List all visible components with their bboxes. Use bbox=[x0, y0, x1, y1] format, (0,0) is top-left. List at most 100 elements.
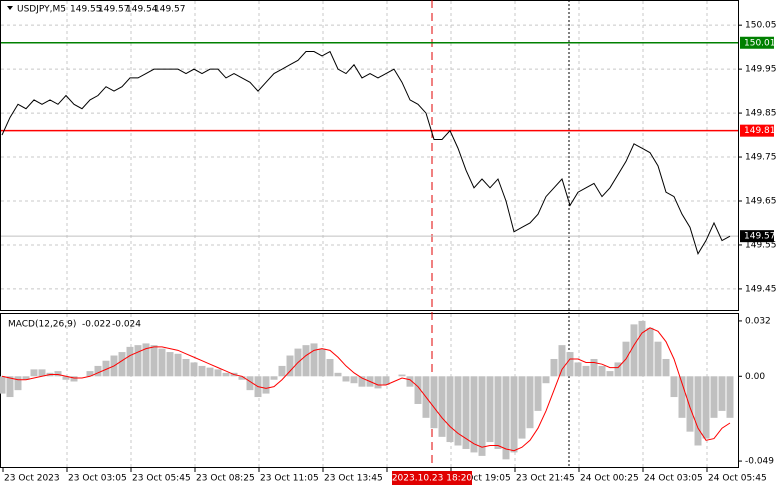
macd-bar bbox=[598, 365, 606, 377]
macd-bar bbox=[462, 376, 470, 449]
macd-bar bbox=[182, 358, 190, 377]
macd-bar bbox=[382, 376, 390, 385]
macd-bar bbox=[726, 376, 734, 418]
level-label: 149.81 bbox=[744, 126, 776, 136]
macd-bar bbox=[246, 376, 254, 391]
macd-bar bbox=[158, 348, 166, 377]
macd-bar bbox=[206, 367, 214, 377]
macd-bar bbox=[190, 362, 198, 377]
macd-bar bbox=[62, 376, 70, 380]
level-label-bg bbox=[740, 36, 774, 49]
macd-bar bbox=[646, 327, 654, 377]
macd-bar bbox=[414, 376, 422, 404]
macd-bar bbox=[150, 345, 158, 377]
macd-bar bbox=[398, 374, 406, 377]
macd-bar bbox=[542, 376, 550, 384]
macd-bar bbox=[486, 376, 494, 443]
level-label: 149.57 bbox=[744, 232, 776, 242]
macd-bar bbox=[238, 376, 246, 380]
y-tick-label: 149.65 bbox=[745, 196, 777, 206]
macd-bar bbox=[374, 376, 382, 389]
macd-bar bbox=[214, 369, 222, 377]
macd-bar bbox=[38, 369, 46, 377]
macd-bar bbox=[446, 376, 454, 443]
y-tick-label: 149.55 bbox=[745, 240, 777, 250]
level-label-bg bbox=[740, 124, 774, 137]
macd-bar bbox=[86, 371, 94, 377]
macd-bar bbox=[502, 376, 510, 460]
ohlc-value: 149.57 bbox=[154, 5, 186, 15]
macd-bar bbox=[494, 376, 502, 449]
macd-bar bbox=[262, 376, 270, 394]
y-tick-label: 0.032 bbox=[745, 316, 771, 326]
time-label: 23 Oct 13:45 bbox=[324, 474, 383, 484]
macd-bar bbox=[718, 376, 726, 411]
time-label: 23 Oct 08:25 bbox=[196, 474, 255, 484]
cursor-label-bg bbox=[392, 471, 472, 485]
ohlc-value: 149.54 bbox=[126, 5, 158, 15]
macd-bar bbox=[710, 376, 718, 418]
price-pane bbox=[0, 0, 739, 311]
macd-bar bbox=[30, 369, 38, 377]
macd-bar bbox=[302, 345, 310, 377]
macd-bar bbox=[518, 376, 526, 439]
macd-readout: -0.024 bbox=[112, 320, 141, 330]
macd-bar bbox=[438, 376, 446, 437]
macd-bar bbox=[630, 324, 638, 377]
macd-bar bbox=[174, 353, 182, 377]
macd-bar bbox=[14, 376, 22, 391]
macd-bar bbox=[550, 358, 558, 377]
macd-bar bbox=[134, 345, 142, 377]
macd-bar bbox=[614, 362, 622, 377]
macd-bar bbox=[6, 376, 14, 398]
macd-bar bbox=[638, 320, 646, 377]
macd-bar bbox=[126, 346, 134, 377]
macd-bar bbox=[558, 345, 566, 377]
macd-readout: -0.022 bbox=[82, 320, 111, 330]
menu-arrow[interactable] bbox=[7, 6, 13, 10]
macd-bar bbox=[70, 376, 78, 382]
time-label: 23 Oct 2023 bbox=[4, 474, 60, 484]
y-tick-label: 149.45 bbox=[745, 284, 777, 294]
signal-line bbox=[1, 327, 731, 452]
macd-bar bbox=[310, 343, 318, 377]
macd-pane bbox=[0, 313, 739, 468]
y-tick-label: 150.05 bbox=[745, 21, 777, 31]
price-line bbox=[1, 50, 731, 255]
cursor-label: 2023.10.23 18:20 bbox=[392, 474, 473, 484]
macd-bar bbox=[318, 348, 326, 377]
ohlc-value: 149.55 bbox=[70, 5, 102, 15]
y-tick-label: 0.00 bbox=[745, 372, 765, 382]
macd-bar bbox=[510, 376, 518, 453]
time-label: 24 Oct 00:25 bbox=[580, 474, 639, 484]
macd-bar bbox=[686, 376, 694, 432]
macd-bar bbox=[166, 352, 174, 377]
macd-bar bbox=[198, 365, 206, 377]
macd-bar bbox=[142, 343, 150, 377]
macd-bar bbox=[358, 376, 366, 387]
macd-bar bbox=[526, 376, 534, 429]
macd-bar bbox=[606, 371, 614, 377]
macd-bar bbox=[94, 365, 102, 377]
macd-bar bbox=[270, 376, 278, 380]
y-tick-label: 149.85 bbox=[745, 109, 777, 119]
macd-bar bbox=[470, 376, 478, 453]
macd-bar bbox=[0, 376, 6, 394]
macd-bar bbox=[574, 362, 582, 377]
macd-bar bbox=[278, 365, 286, 377]
time-label: 23 Oct 21:45 bbox=[516, 474, 575, 484]
time-label: 23 Oct 05:45 bbox=[132, 474, 191, 484]
level-label: 150.01 bbox=[744, 38, 776, 48]
macd-bar bbox=[334, 372, 342, 377]
time-label: 23 Oct 19:05 bbox=[452, 474, 511, 484]
macd-bar bbox=[702, 376, 710, 439]
macd-bar bbox=[406, 376, 414, 387]
macd-bar bbox=[582, 365, 590, 377]
macd-bar bbox=[654, 341, 662, 377]
macd-bar bbox=[326, 358, 334, 377]
vertical-grid bbox=[66, 1, 708, 467]
macd-bar bbox=[342, 376, 350, 382]
y-tick-label: -0.049 bbox=[745, 457, 774, 467]
macd-bar bbox=[102, 360, 110, 377]
